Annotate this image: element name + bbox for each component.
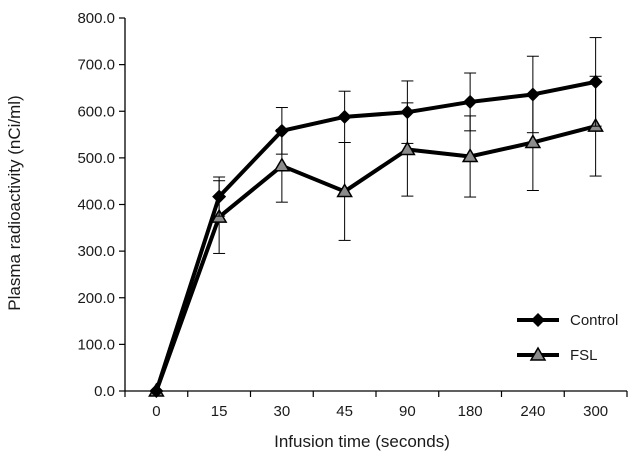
data-point-control xyxy=(149,384,164,398)
series-fsl xyxy=(148,75,604,397)
series-control xyxy=(149,37,603,398)
x-axis-ticks: 0 15 30 45 90 180 240 300 xyxy=(124,391,628,420)
y-axis-ticks: 0.0 100.0 200.0 300.0 400.0 500.0 600.0 700.0 80… xyxy=(77,10,125,400)
data-point-fsl xyxy=(524,134,542,149)
x-tick-label: 90 xyxy=(399,403,416,420)
axes xyxy=(124,18,627,392)
data-point-fsl xyxy=(336,182,353,198)
y-axis-title: Plasma radioactivity (nCi/ml) xyxy=(5,95,24,310)
data-point-control xyxy=(212,189,227,204)
series-layer xyxy=(148,37,604,398)
data-point-control xyxy=(463,94,478,109)
legend: Control FSL xyxy=(517,312,618,364)
x-tick-label: 15 xyxy=(211,403,228,420)
y-tick-label: 300.0 xyxy=(77,243,115,260)
data-point-control xyxy=(400,105,415,120)
data-point-control xyxy=(525,87,540,102)
x-tick-label: 30 xyxy=(274,403,291,420)
data-point-fsl xyxy=(461,147,479,163)
data-point-control xyxy=(588,74,603,89)
y-tick-label: 500.0 xyxy=(77,150,115,167)
legend-fsl-marker xyxy=(529,346,547,361)
legend-control-marker xyxy=(531,313,545,327)
data-point-control xyxy=(337,109,352,124)
data-point-fsl xyxy=(399,140,416,156)
x-tick-label: 180 xyxy=(458,403,483,420)
x-tick-label: 45 xyxy=(336,403,353,420)
y-tick-label: 400.0 xyxy=(77,197,115,214)
legend-fsl-label: FSL xyxy=(570,347,598,364)
data-point-fsl xyxy=(273,157,291,172)
y-tick-label: 600.0 xyxy=(77,103,115,120)
y-tick-label: 100.0 xyxy=(77,336,115,353)
x-tick-label: 240 xyxy=(520,403,545,420)
y-tick-label: 0.0 xyxy=(94,383,115,400)
y-tick-label: 200.0 xyxy=(77,290,115,307)
x-tick-label: 300 xyxy=(583,403,608,420)
series-line-control xyxy=(154,79,597,392)
x-axis-title: Infusion time (seconds) xyxy=(274,432,450,451)
y-tick-label: 800.0 xyxy=(77,10,115,27)
legend-control-label: Control xyxy=(570,312,618,329)
data-point-control xyxy=(274,123,289,138)
y-tick-label: 700.0 xyxy=(77,57,115,74)
series-line-fsl xyxy=(154,124,597,392)
x-tick-label: 0 xyxy=(152,403,160,420)
